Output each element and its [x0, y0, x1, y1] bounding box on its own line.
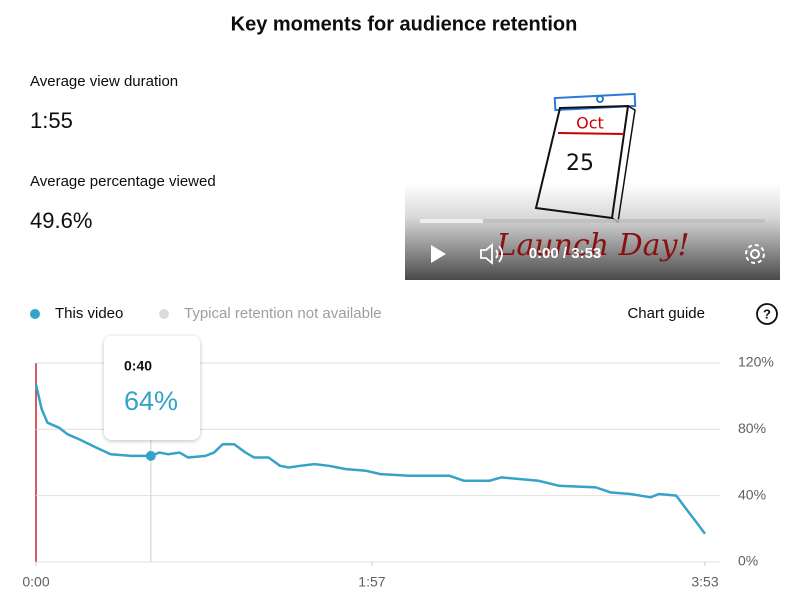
tooltip-value: 64%: [124, 386, 178, 416]
x-tick-label: 3:53: [691, 574, 718, 590]
chart-guide[interactable]: Chart guide: [627, 305, 705, 322]
calendar-month: Oct: [576, 114, 604, 133]
help-icon[interactable]: ?: [756, 303, 778, 325]
legend-label: This video: [55, 305, 123, 322]
stat-label: Average view duration: [30, 73, 178, 90]
calendar-day: 25: [566, 151, 594, 176]
video-time: 0:00 / 3:53: [529, 245, 602, 262]
retention-line: [34, 384, 707, 535]
calendar-drawing: Oct 25: [534, 92, 637, 224]
play-button[interactable]: [431, 245, 446, 263]
progress-track[interactable]: [420, 219, 765, 223]
legend-label: Typical retention not available: [184, 305, 382, 322]
video-caption: Launch Day!: [495, 228, 689, 263]
settings-button[interactable]: [745, 244, 765, 264]
x-tick-label: 1:57: [358, 574, 385, 590]
stat-value: 1:55: [30, 108, 73, 133]
progress-buffer: [420, 219, 483, 223]
y-tick-label: 0%: [738, 553, 758, 569]
stat-value: 49.6%: [30, 208, 92, 233]
hover-point: [145, 450, 156, 461]
x-tick-label: 0:00: [22, 574, 49, 590]
legend-swatch: [159, 309, 169, 319]
volume-button[interactable]: [480, 243, 503, 265]
tooltip-time: 0:40: [124, 358, 152, 374]
video-frame: [405, 183, 780, 280]
stat-label: Average percentage viewed: [30, 173, 216, 190]
tooltip: [104, 336, 200, 440]
video-player[interactable]: Oct 25 Launch Day! 0:00 / 3:53: [405, 92, 780, 280]
legend-swatch: [30, 309, 40, 319]
svg-text:?: ?: [763, 306, 771, 321]
y-tick-label: 80%: [738, 420, 766, 436]
y-tick-label: 40%: [738, 486, 766, 502]
title: Key moments for audience retention: [231, 13, 578, 35]
y-tick-label: 120%: [738, 354, 774, 370]
